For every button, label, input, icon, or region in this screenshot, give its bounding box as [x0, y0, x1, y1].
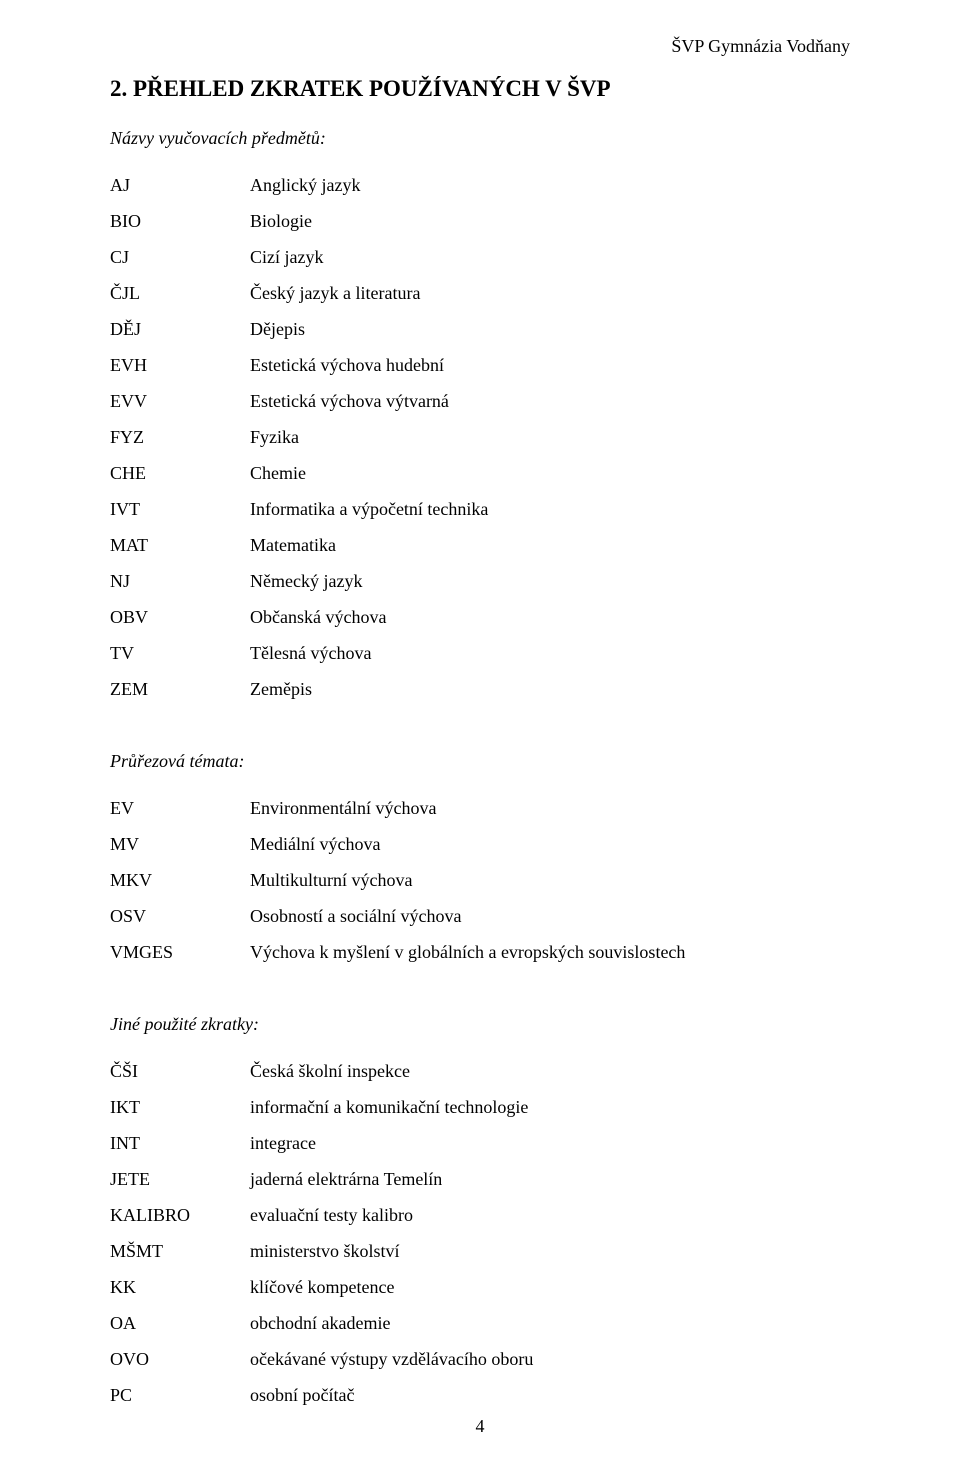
abbrev-row: OVOočekávané výstupy vzdělávacího oboru	[110, 1341, 850, 1377]
abbrev-val: klíčové kompetence	[250, 1269, 850, 1305]
abbrev-row: MVMediální výchova	[110, 826, 850, 862]
abbrev-key: ZEM	[110, 671, 250, 707]
abbrev-row: KALIBROevaluační testy kalibro	[110, 1197, 850, 1233]
header-right: ŠVP Gymnázia Vodňany	[671, 36, 850, 57]
abbrev-key: PC	[110, 1377, 250, 1413]
abbrev-key: MAT	[110, 527, 250, 563]
abbrev-list: AJAnglický jazykBIOBiologieCJCizí jazykČ…	[110, 167, 850, 707]
abbrev-key: CJ	[110, 239, 250, 275]
abbrev-row: IVTInformatika a výpočetní technika	[110, 491, 850, 527]
abbrev-row: JETEjaderná elektrárna Temelín	[110, 1161, 850, 1197]
abbrev-row: ZEMZeměpis	[110, 671, 850, 707]
abbrev-row: MŠMTministerstvo školství	[110, 1233, 850, 1269]
abbrev-key: VMGES	[110, 934, 250, 970]
abbrev-key: EVH	[110, 347, 250, 383]
abbrev-key: MŠMT	[110, 1233, 250, 1269]
abbrev-val: ministerstvo školství	[250, 1233, 850, 1269]
abbrev-row: EVHEstetická výchova hudební	[110, 347, 850, 383]
abbrev-val: Mediální výchova	[250, 826, 850, 862]
abbrev-val: Multikulturní výchova	[250, 862, 850, 898]
abbrev-key: DĚJ	[110, 311, 250, 347]
abbrev-val: Zeměpis	[250, 671, 850, 707]
abbrev-row: FYZFyzika	[110, 419, 850, 455]
abbrev-val: Biologie	[250, 203, 850, 239]
abbrev-key: EVV	[110, 383, 250, 419]
abbrev-key: OSV	[110, 898, 250, 934]
abbrev-row: AJAnglický jazyk	[110, 167, 850, 203]
abbrev-val: Environmentální výchova	[250, 790, 850, 826]
abbrev-key: IVT	[110, 491, 250, 527]
abbrev-key: EV	[110, 790, 250, 826]
abbrev-val: osobní počítač	[250, 1377, 850, 1413]
abbrev-key: ČŠI	[110, 1053, 250, 1089]
abbrev-key: MKV	[110, 862, 250, 898]
abbrev-key: OBV	[110, 599, 250, 635]
abbrev-row: PCosobní počítač	[110, 1377, 850, 1413]
abbrev-key: TV	[110, 635, 250, 671]
abbrev-row: NJNěmecký jazyk	[110, 563, 850, 599]
abbrev-val: obchodní akademie	[250, 1305, 850, 1341]
abbrev-val: informační a komunikační technologie	[250, 1089, 850, 1125]
abbrev-row: MATMatematika	[110, 527, 850, 563]
section-label: Jiné použité zkratky:	[110, 1014, 850, 1035]
abbrev-row: CJCizí jazyk	[110, 239, 850, 275]
abbrev-row: DĚJDějepis	[110, 311, 850, 347]
abbrev-key: MV	[110, 826, 250, 862]
abbrev-val: Český jazyk a literatura	[250, 275, 850, 311]
page-title: 2. PŘEHLED ZKRATEK POUŽÍVANÝCH V ŠVP	[110, 76, 850, 102]
abbrev-row: ČJLČeský jazyk a literatura	[110, 275, 850, 311]
abbrev-val: Osobností a sociální výchova	[250, 898, 850, 934]
abbrev-row: CHEChemie	[110, 455, 850, 491]
abbrev-val: Fyzika	[250, 419, 850, 455]
abbrev-key: JETE	[110, 1161, 250, 1197]
abbrev-row: OBVObčanská výchova	[110, 599, 850, 635]
abbrev-row: IKTinformační a komunikační technologie	[110, 1089, 850, 1125]
abbrev-list: ČŠIČeská školní inspekceIKTinformační a …	[110, 1053, 850, 1413]
abbrev-key: KK	[110, 1269, 250, 1305]
abbrev-val: Estetická výchova hudební	[250, 347, 850, 383]
abbrev-key: AJ	[110, 167, 250, 203]
abbrev-list: EVEnvironmentální výchovaMVMediální vých…	[110, 790, 850, 970]
abbrev-key: OA	[110, 1305, 250, 1341]
section-label: Průřezová témata:	[110, 751, 850, 772]
abbrev-key: FYZ	[110, 419, 250, 455]
abbrev-val: Estetická výchova výtvarná	[250, 383, 850, 419]
abbrev-val: Chemie	[250, 455, 850, 491]
abbrev-key: IKT	[110, 1089, 250, 1125]
abbrev-key: KALIBRO	[110, 1197, 250, 1233]
abbrev-val: Česká školní inspekce	[250, 1053, 850, 1089]
section-label: Názvy vyučovacích předmětů:	[110, 128, 850, 149]
page-number: 4	[0, 1416, 960, 1437]
abbrev-row: EVEnvironmentální výchova	[110, 790, 850, 826]
abbrev-row: TVTělesná výchova	[110, 635, 850, 671]
abbrev-key: CHE	[110, 455, 250, 491]
abbrev-val: Výchova k myšlení v globálních a evropsk…	[250, 934, 850, 970]
abbrev-val: Cizí jazyk	[250, 239, 850, 275]
abbrev-row: OSVOsobností a sociální výchova	[110, 898, 850, 934]
abbrev-row: EVVEstetická výchova výtvarná	[110, 383, 850, 419]
abbrev-row: KKklíčové kompetence	[110, 1269, 850, 1305]
abbrev-row: MKVMultikulturní výchova	[110, 862, 850, 898]
abbrev-key: INT	[110, 1125, 250, 1161]
abbrev-val: Informatika a výpočetní technika	[250, 491, 850, 527]
abbrev-val: Občanská výchova	[250, 599, 850, 635]
abbrev-val: Tělesná výchova	[250, 635, 850, 671]
abbrev-val: jaderná elektrárna Temelín	[250, 1161, 850, 1197]
abbrev-val: evaluační testy kalibro	[250, 1197, 850, 1233]
abbrev-val: integrace	[250, 1125, 850, 1161]
abbrev-row: OAobchodní akademie	[110, 1305, 850, 1341]
abbrev-row: BIOBiologie	[110, 203, 850, 239]
abbrev-key: ČJL	[110, 275, 250, 311]
abbrev-val: Dějepis	[250, 311, 850, 347]
abbrev-key: NJ	[110, 563, 250, 599]
abbrev-val: očekávané výstupy vzdělávacího oboru	[250, 1341, 850, 1377]
abbrev-row: VMGESVýchova k myšlení v globálních a ev…	[110, 934, 850, 970]
abbrev-key: OVO	[110, 1341, 250, 1377]
abbrev-val: Německý jazyk	[250, 563, 850, 599]
abbrev-val: Anglický jazyk	[250, 167, 850, 203]
abbrev-val: Matematika	[250, 527, 850, 563]
abbrev-row: ČŠIČeská školní inspekce	[110, 1053, 850, 1089]
abbrev-key: BIO	[110, 203, 250, 239]
abbrev-row: INTintegrace	[110, 1125, 850, 1161]
